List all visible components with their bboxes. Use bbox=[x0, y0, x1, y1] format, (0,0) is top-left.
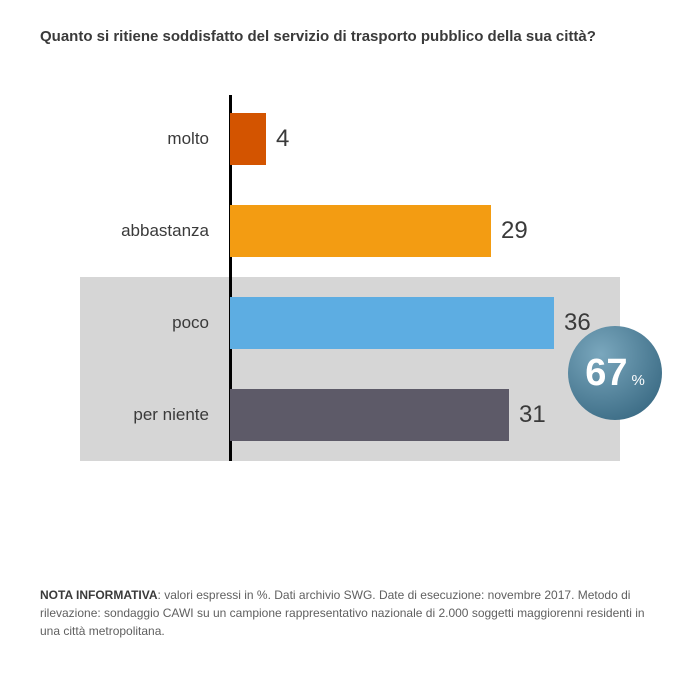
footnote-lead: NOTA INFORMATIVA bbox=[40, 588, 158, 602]
chart-area: molto 4 abbastanza 29 poco 36 per niente 31 67 … bbox=[40, 95, 660, 515]
value-label: 4 bbox=[266, 125, 289, 153]
chart-row: poco 36 bbox=[40, 297, 660, 349]
bar bbox=[230, 389, 509, 441]
chart-row: abbastanza 29 bbox=[40, 205, 660, 257]
chart-title: Quanto si ritiene soddisfatto del serviz… bbox=[40, 28, 660, 45]
category-label: per niente bbox=[133, 405, 223, 425]
category-label: poco bbox=[172, 313, 223, 333]
bubble-suffix: % bbox=[631, 372, 644, 389]
bubble-value: 67 bbox=[585, 354, 627, 392]
category-label: abbastanza bbox=[121, 221, 223, 241]
value-label: 29 bbox=[491, 217, 528, 245]
category-label: molto bbox=[167, 129, 223, 149]
summary-bubble: 67 % bbox=[568, 326, 662, 420]
chart-row: per niente 31 bbox=[40, 389, 660, 441]
bar bbox=[230, 113, 266, 165]
footnote: NOTA INFORMATIVA: valori espressi in %. … bbox=[40, 586, 660, 640]
chart-row: molto 4 bbox=[40, 113, 660, 165]
bar bbox=[230, 297, 554, 349]
value-label: 36 bbox=[554, 309, 591, 337]
value-label: 31 bbox=[509, 401, 546, 429]
bar bbox=[230, 205, 491, 257]
